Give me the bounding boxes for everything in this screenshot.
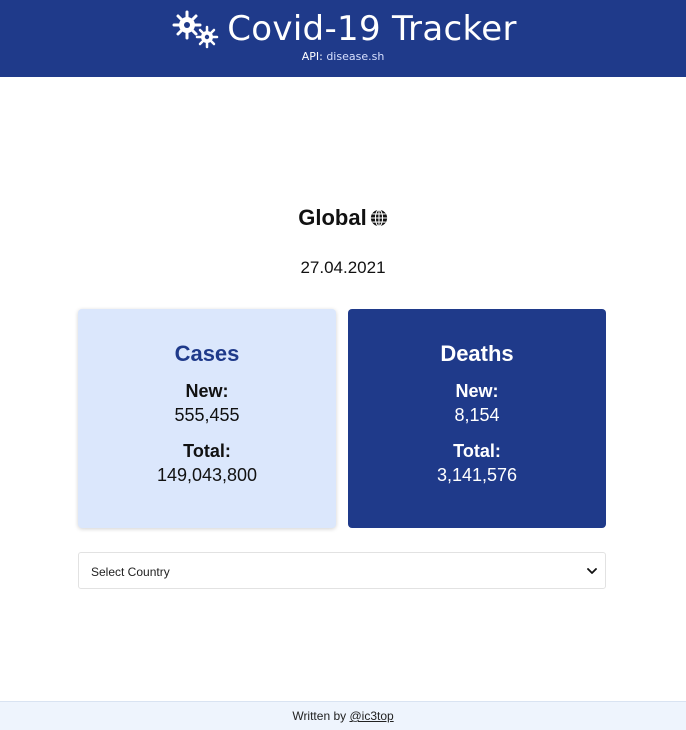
app-title: Covid-19 Tracker [227, 9, 517, 49]
virus-icon [172, 10, 219, 49]
cases-total-label: Total: [183, 441, 231, 461]
region-title: Global [298, 205, 367, 230]
deaths-new-label: New: [455, 381, 499, 401]
deaths-title: Deaths [440, 341, 514, 366]
globe-icon [370, 209, 387, 227]
footer-prefix: Written by [292, 709, 347, 723]
header-title-row: Covid-19 Tracker [0, 8, 686, 50]
country-select-value: Select Country [91, 565, 170, 579]
api-prefix: API: [301, 50, 323, 63]
cases-new-label: New: [185, 381, 229, 401]
deaths-new-value: 8,154 [454, 405, 500, 425]
api-credit: API: disease.sh [0, 50, 686, 63]
country-select[interactable]: Select Country [78, 552, 606, 589]
author-link[interactable]: @ic3top [349, 709, 394, 723]
deaths-card: Deaths New: 8,154 Total: 3,141,576 [348, 309, 606, 528]
deaths-total-value: 3,141,576 [436, 465, 518, 485]
api-link[interactable]: disease.sh [326, 50, 385, 63]
cases-card: Cases New: 555,455 Total: 149,043,800 [78, 309, 336, 528]
app-header: Covid-19 Tracker API: disease.sh [0, 0, 686, 77]
cases-new-value: 555,455 [174, 405, 240, 425]
cases-title: Cases [174, 341, 240, 366]
region-heading: Global [0, 205, 686, 231]
footer: Written by @ic3top [0, 701, 686, 730]
report-date: 27.04.2021 [300, 258, 386, 277]
chevron-down-icon [587, 568, 597, 574]
deaths-total-label: Total: [453, 441, 501, 461]
cases-total-value: 149,043,800 [156, 465, 258, 485]
